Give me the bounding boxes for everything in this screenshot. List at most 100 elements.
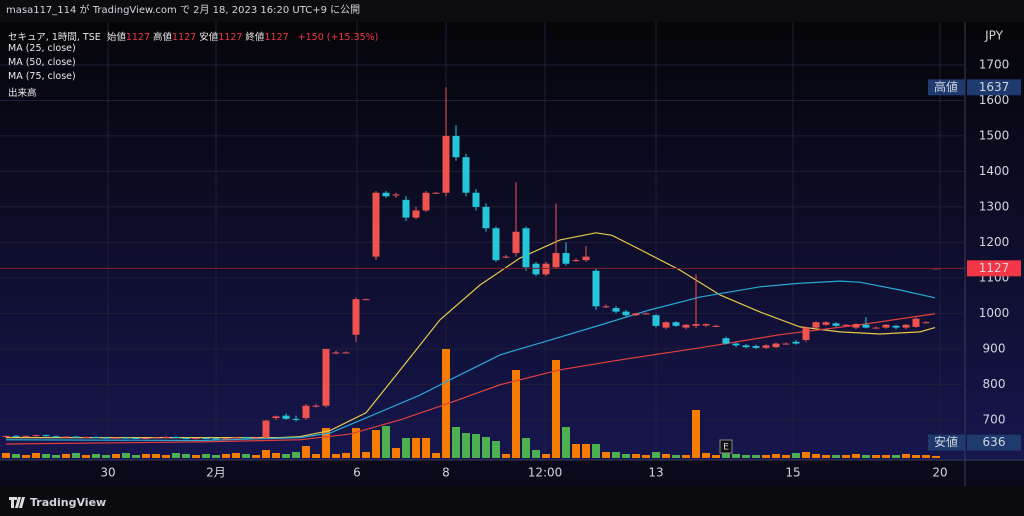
candle-body: [522, 228, 530, 268]
volume-bar: [782, 455, 790, 458]
candle-body: [882, 324, 890, 328]
y-tick-label: 900: [983, 341, 1006, 355]
candle-body: [162, 436, 170, 438]
price-label: 高値: [934, 79, 958, 94]
volume-bar: [522, 438, 530, 458]
candle-body: [282, 415, 290, 419]
volume-bar: [242, 454, 250, 458]
candle-body: [102, 437, 110, 439]
candle-body: [82, 436, 90, 438]
header-text: masa117_114 が TradingView.com で 2月 18, 2…: [6, 3, 360, 16]
volume-bar: [922, 455, 930, 458]
candle-body: [622, 311, 630, 316]
field-value: 1127: [218, 32, 243, 43]
candle-body: [422, 192, 430, 211]
volume-bar: [602, 452, 610, 458]
field-label: 終値: [245, 32, 265, 43]
volume-bar: [462, 433, 470, 458]
plot-area: [0, 22, 965, 460]
candle-body: [232, 437, 240, 439]
candle-body: [642, 313, 650, 315]
price-box: [967, 434, 1021, 451]
candle-body: [262, 420, 270, 438]
candle-body: [142, 437, 150, 439]
volume-bar: [342, 453, 350, 458]
volume-bar: [302, 446, 310, 458]
candle-body: [582, 256, 590, 261]
field-label: 安値: [199, 32, 219, 43]
candle-body: [672, 322, 680, 326]
y-tick-label: 800: [983, 377, 1006, 391]
x-tick-label: 12:00: [528, 466, 563, 480]
x-tick-label: 13: [648, 466, 663, 480]
candle-body: [462, 157, 470, 193]
candle-body: [112, 437, 120, 439]
candle-body: [872, 327, 880, 329]
candle-body: [12, 435, 20, 437]
candle-body: [822, 322, 830, 325]
candle-body: [212, 438, 220, 440]
volume-bar: [932, 456, 940, 458]
volume-bar: [322, 428, 330, 458]
time-axis: [0, 460, 1024, 486]
candle-body: [202, 437, 210, 439]
candle-body: [562, 253, 570, 264]
volume-bar: [162, 455, 170, 458]
field-value: 1127: [264, 32, 289, 43]
volume-bar: [82, 455, 90, 458]
candle-body: [342, 352, 350, 354]
candle-body: [172, 436, 180, 438]
volume-bar: [682, 455, 690, 458]
ma-label: MA (25, close): [8, 43, 76, 54]
volume-bar: [802, 452, 810, 458]
candle-body: [272, 416, 280, 419]
y-tick-label: 700: [983, 412, 1006, 426]
volume-bar: [332, 454, 340, 458]
candle-body: [762, 345, 770, 348]
volume-bar: [512, 370, 520, 458]
price-label-box: [928, 434, 965, 451]
field-value: 1127: [172, 32, 197, 43]
volume-bar: [892, 455, 900, 458]
volume-bar: [672, 455, 680, 458]
candle-body: [52, 436, 60, 438]
y-tick-label: 1400: [979, 164, 1010, 178]
candle-body: [732, 343, 740, 346]
candle-body: [592, 270, 600, 307]
volume-bar: [712, 455, 720, 458]
event-box: [719, 439, 733, 454]
volume-bar: [592, 444, 600, 458]
candle-body: [312, 405, 320, 407]
volume-bar: [872, 455, 880, 458]
volume-bar: [732, 454, 740, 458]
candle-body: [402, 199, 410, 218]
volume-bar: [552, 360, 560, 458]
volume-bar: [392, 448, 400, 458]
volume-bar: [722, 452, 730, 458]
header-bar: [0, 0, 1024, 22]
volume-bar: [122, 453, 130, 458]
candle-body: [912, 318, 920, 327]
candle-body: [862, 324, 870, 328]
volume-bar: [12, 454, 20, 458]
field-label: 高値: [153, 32, 173, 43]
volume-bar: [472, 434, 480, 458]
volume-label: 出来高: [8, 88, 37, 99]
volume-bar: [852, 454, 860, 458]
volume-bar: [612, 452, 620, 458]
candle-body: [542, 263, 550, 275]
volume-bar: [862, 455, 870, 458]
ma-label: MA (75, close): [8, 71, 76, 82]
volume-bar: [382, 426, 390, 458]
candle-body: [392, 194, 400, 196]
volume-bar: [532, 450, 540, 458]
candle-body: [802, 327, 810, 341]
price-value: 636: [983, 435, 1006, 449]
volume-bar: [32, 453, 40, 458]
volume-bar: [2, 453, 10, 458]
y-tick-label: 1500: [979, 128, 1010, 142]
volume-bar: [22, 455, 30, 458]
x-tick-label: 30: [100, 466, 115, 480]
candle-body: [432, 192, 440, 194]
candle-body: [782, 343, 790, 345]
